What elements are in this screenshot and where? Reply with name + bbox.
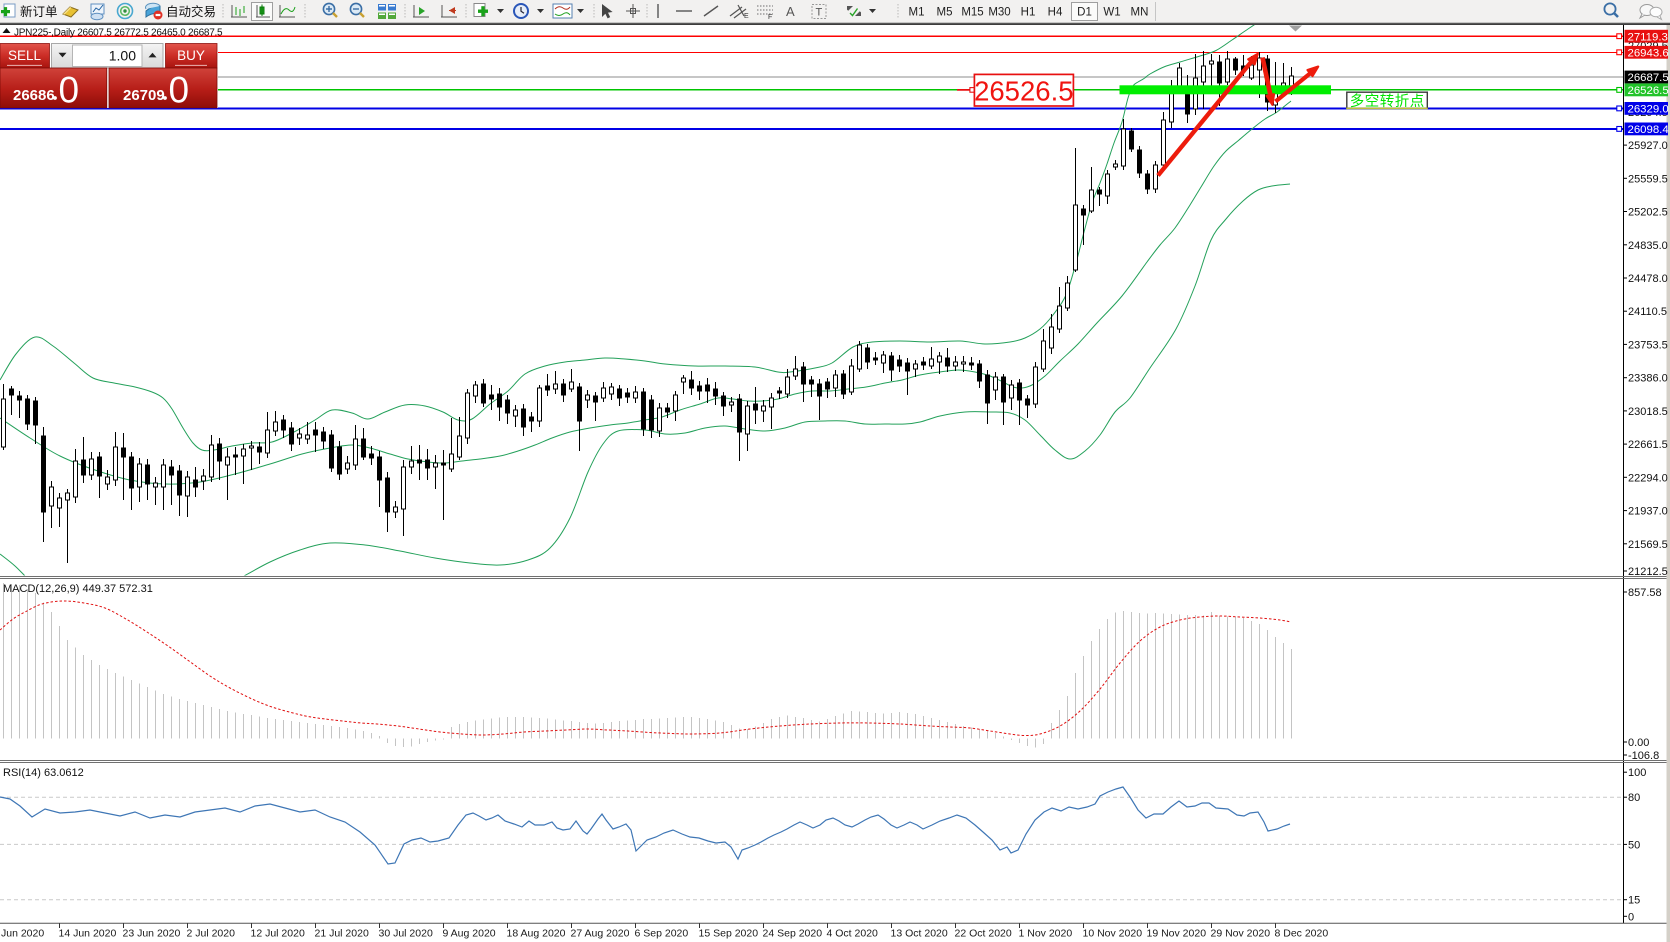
- svg-text:15 Sep 2020: 15 Sep 2020: [699, 928, 759, 940]
- svg-text:26686: 26686: [13, 87, 55, 104]
- svg-text:0.00: 0.00: [1628, 737, 1649, 749]
- svg-text:22294.0: 22294.0: [1628, 472, 1668, 484]
- svg-text:13 Oct 2020: 13 Oct 2020: [891, 928, 948, 940]
- svg-text:25202.5: 25202.5: [1628, 207, 1668, 219]
- svg-text:12 Jul 2020: 12 Jul 2020: [251, 928, 305, 940]
- svg-text:23753.5: 23753.5: [1628, 339, 1668, 351]
- svg-text:26526.5: 26526.5: [1628, 85, 1669, 97]
- svg-text:21937.0: 21937.0: [1628, 506, 1668, 518]
- svg-text:MN: MN: [1131, 7, 1149, 19]
- svg-text:21 Jul 2020: 21 Jul 2020: [315, 928, 369, 940]
- svg-text:23386.0: 23386.0: [1628, 373, 1668, 385]
- svg-text:857.58: 857.58: [1628, 587, 1662, 599]
- svg-text:0: 0: [169, 70, 190, 111]
- svg-text:27 Aug 2020: 27 Aug 2020: [571, 928, 630, 940]
- svg-text:80: 80: [1628, 792, 1640, 804]
- svg-text:0: 0: [1628, 911, 1634, 923]
- svg-text:H4: H4: [1048, 7, 1063, 19]
- svg-text:MACD(12,26,9) 449.37 572.31: MACD(12,26,9) 449.37 572.31: [3, 583, 153, 595]
- svg-text:Jun 2020: Jun 2020: [1, 928, 44, 940]
- svg-text:26526.5: 26526.5: [974, 76, 1073, 107]
- svg-text:10 Nov 2020: 10 Nov 2020: [1083, 928, 1143, 940]
- svg-text:14 Jun 2020: 14 Jun 2020: [59, 928, 117, 940]
- svg-text:23018.5: 23018.5: [1628, 406, 1668, 418]
- svg-text:1.00: 1.00: [109, 48, 136, 64]
- svg-text:50: 50: [1628, 839, 1640, 851]
- svg-text:RSI(14) 63.0612: RSI(14) 63.0612: [3, 767, 84, 779]
- svg-text:8 Dec 2020: 8 Dec 2020: [1275, 928, 1329, 940]
- svg-text:E: E: [744, 13, 749, 20]
- svg-text:0: 0: [59, 70, 80, 111]
- svg-text:多空转折点: 多空转折点: [1350, 93, 1425, 110]
- svg-text:21569.5: 21569.5: [1628, 539, 1668, 551]
- svg-text:29 Nov 2020: 29 Nov 2020: [1211, 928, 1271, 940]
- svg-text:15: 15: [1628, 895, 1640, 907]
- svg-text:F: F: [768, 14, 772, 21]
- svg-text:新订单: 新订单: [20, 4, 58, 19]
- svg-text:自动交易: 自动交易: [166, 4, 216, 19]
- svg-text:30 Jul 2020: 30 Jul 2020: [379, 928, 433, 940]
- svg-text:9 Aug 2020: 9 Aug 2020: [443, 928, 496, 940]
- svg-text:SELL: SELL: [8, 48, 42, 63]
- svg-text:1 Nov 2020: 1 Nov 2020: [1019, 928, 1073, 940]
- svg-text:W1: W1: [1103, 7, 1120, 19]
- svg-text:22 Oct 2020: 22 Oct 2020: [955, 928, 1012, 940]
- svg-text:26943.6: 26943.6: [1628, 48, 1669, 60]
- svg-text:-106.8: -106.8: [1628, 750, 1659, 762]
- svg-text:T: T: [816, 7, 823, 19]
- svg-text:4 Oct 2020: 4 Oct 2020: [827, 928, 879, 940]
- svg-text:26709: 26709: [123, 87, 165, 104]
- svg-text:H1: H1: [1021, 7, 1036, 19]
- svg-text:JPN225-,Daily 26607.5 26772.5: JPN225-,Daily 26607.5 26772.5 26465.0 26…: [14, 28, 223, 39]
- svg-text:24835.0: 24835.0: [1628, 240, 1668, 252]
- svg-text:25927.0: 25927.0: [1628, 140, 1668, 152]
- svg-text:M15: M15: [961, 7, 983, 19]
- svg-text:6 Sep 2020: 6 Sep 2020: [635, 928, 689, 940]
- svg-text:100: 100: [1628, 767, 1646, 779]
- svg-text:2 Jul 2020: 2 Jul 2020: [187, 928, 236, 940]
- svg-text:21212.5: 21212.5: [1628, 566, 1668, 578]
- svg-text:26329.0: 26329.0: [1628, 104, 1669, 116]
- svg-text:23 Jun 2020: 23 Jun 2020: [123, 928, 181, 940]
- svg-text:26098.4: 26098.4: [1628, 124, 1669, 136]
- svg-text:M5: M5: [937, 7, 953, 19]
- svg-text:24110.5: 24110.5: [1628, 306, 1667, 318]
- svg-text:25559.5: 25559.5: [1628, 173, 1668, 185]
- svg-text:19 Nov 2020: 19 Nov 2020: [1147, 928, 1207, 940]
- svg-text:M30: M30: [988, 7, 1010, 19]
- svg-text:26687.5: 26687.5: [1628, 72, 1669, 84]
- svg-text:A: A: [786, 4, 795, 19]
- svg-text:27119.3: 27119.3: [1628, 31, 1668, 43]
- svg-text:24 Sep 2020: 24 Sep 2020: [763, 928, 823, 940]
- svg-text:D1: D1: [1077, 7, 1092, 19]
- svg-text:BUY: BUY: [177, 48, 205, 63]
- svg-text:18 Aug 2020: 18 Aug 2020: [507, 928, 566, 940]
- svg-text:22661.5: 22661.5: [1628, 439, 1668, 451]
- svg-text:24478.0: 24478.0: [1628, 273, 1668, 285]
- svg-text:M1: M1: [909, 7, 925, 19]
